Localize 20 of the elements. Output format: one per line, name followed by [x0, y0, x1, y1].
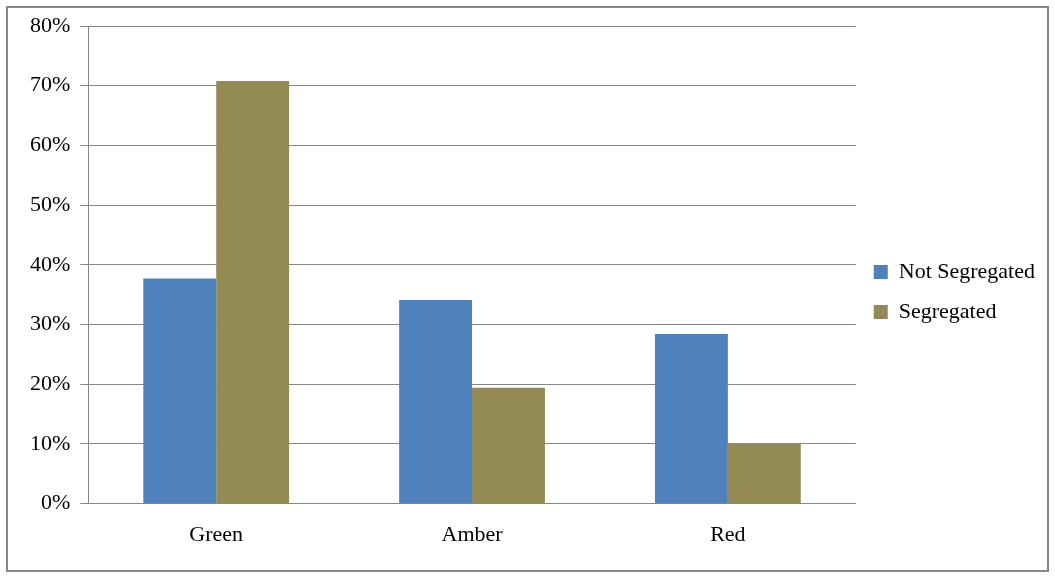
- y-tick-label: 0%: [41, 489, 71, 515]
- x-tick-label: Green: [189, 520, 244, 546]
- bar: [216, 80, 290, 504]
- y-tick-label: 40%: [30, 250, 71, 276]
- legend-label: Segregated: [898, 297, 997, 323]
- x-tick-label: Amber: [441, 520, 504, 546]
- bar: [399, 300, 473, 504]
- y-tick-label: 30%: [30, 310, 71, 336]
- bar: [654, 334, 728, 504]
- bar: [143, 278, 217, 504]
- y-tick-label: 10%: [30, 429, 71, 455]
- y-tick-label: 70%: [30, 71, 71, 97]
- bar: [472, 387, 545, 504]
- y-tick-label: 60%: [30, 131, 71, 157]
- legend-label: Not Segregated: [898, 257, 1035, 283]
- x-tick-label: Red: [710, 520, 746, 546]
- y-tick-label: 50%: [30, 190, 71, 216]
- bar: [727, 443, 801, 504]
- y-tick-label: 80%: [30, 11, 71, 37]
- y-tick-label: 20%: [30, 369, 71, 395]
